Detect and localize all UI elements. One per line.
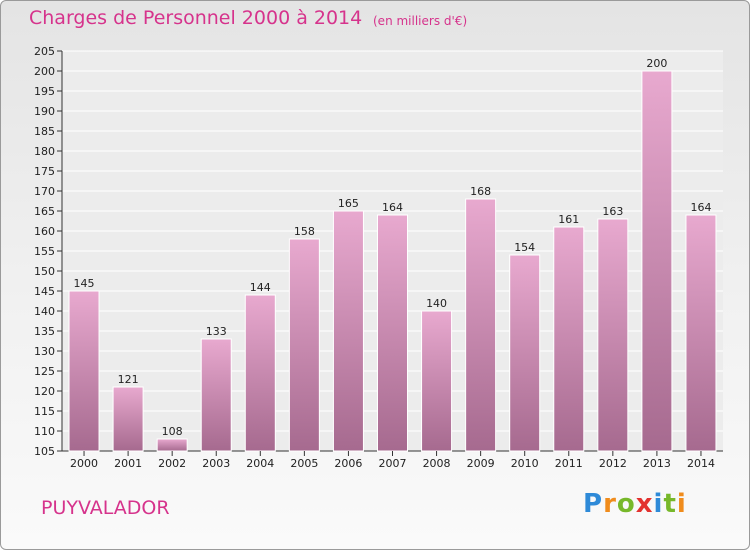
bar-value-label: 154 bbox=[514, 241, 535, 254]
y-tick-label: 170 bbox=[34, 185, 55, 198]
y-tick-label: 145 bbox=[34, 285, 55, 298]
x-tick-label: 2013 bbox=[643, 457, 671, 470]
bar bbox=[244, 294, 276, 452]
bar bbox=[156, 438, 188, 452]
x-tick-label: 2002 bbox=[158, 457, 186, 470]
bar-value-label: 165 bbox=[338, 197, 359, 210]
chart-subtitle: (en milliers d'€) bbox=[373, 14, 468, 28]
x-tick-label: 2001 bbox=[114, 457, 142, 470]
y-tick-label: 150 bbox=[34, 265, 55, 278]
bar-value-label: 161 bbox=[558, 213, 579, 226]
logo-letter: x bbox=[635, 489, 654, 519]
bar bbox=[465, 198, 497, 452]
logo-letter: i bbox=[676, 489, 687, 519]
bar bbox=[68, 290, 100, 452]
x-tick-label: 2012 bbox=[599, 457, 627, 470]
y-tick-label: 200 bbox=[34, 65, 55, 78]
chart-title: Charges de Personnel 2000 à 2014 bbox=[29, 7, 363, 29]
bar-value-label: 133 bbox=[206, 325, 227, 338]
logo-letter: t bbox=[663, 489, 677, 519]
bar bbox=[332, 210, 364, 452]
proxiti-logo: Proxiti bbox=[583, 489, 687, 519]
y-tick-label: 190 bbox=[34, 105, 55, 118]
bar-value-label: 108 bbox=[162, 425, 183, 438]
x-tick-label: 2008 bbox=[423, 457, 451, 470]
logo-letter: P bbox=[583, 489, 604, 519]
bar bbox=[377, 214, 408, 452]
y-tick-label: 180 bbox=[34, 145, 55, 158]
y-tick-label: 140 bbox=[34, 305, 55, 318]
y-tick-label: 115 bbox=[34, 405, 55, 418]
y-tick-label: 130 bbox=[34, 345, 55, 358]
y-tick-label: 155 bbox=[34, 245, 55, 258]
logo-letter: r bbox=[603, 489, 617, 519]
bar bbox=[112, 386, 144, 452]
x-tick-label: 2005 bbox=[290, 457, 318, 470]
bar-value-label: 163 bbox=[602, 205, 623, 218]
y-tick-label: 110 bbox=[34, 425, 55, 438]
y-tick-label: 105 bbox=[34, 445, 55, 458]
logo-letter: i bbox=[653, 489, 664, 519]
y-tick-label: 175 bbox=[34, 165, 55, 178]
bar-value-label: 158 bbox=[294, 225, 315, 238]
y-tick-label: 160 bbox=[34, 225, 55, 238]
x-tick-label: 2009 bbox=[467, 457, 495, 470]
y-tick-label: 185 bbox=[34, 125, 55, 138]
y-tick-label: 165 bbox=[34, 205, 55, 218]
commune-name: PUYVALADOR bbox=[41, 497, 170, 519]
logo-letter: o bbox=[616, 489, 636, 519]
bar bbox=[509, 254, 541, 452]
bar bbox=[200, 338, 232, 452]
bar-value-label: 140 bbox=[426, 297, 447, 310]
y-tick-label: 120 bbox=[34, 385, 55, 398]
bar-value-label: 168 bbox=[470, 185, 491, 198]
bar bbox=[685, 214, 717, 452]
x-tick-label: 2014 bbox=[687, 457, 715, 470]
y-tick-label: 195 bbox=[34, 85, 55, 98]
bar bbox=[288, 238, 320, 452]
x-tick-label: 2011 bbox=[555, 457, 583, 470]
x-tick-label: 2006 bbox=[334, 457, 362, 470]
bar-value-label: 144 bbox=[250, 281, 271, 294]
bar bbox=[641, 70, 673, 452]
bar-value-label: 164 bbox=[382, 201, 403, 214]
y-tick-label: 135 bbox=[34, 325, 55, 338]
bar-value-label: 121 bbox=[118, 373, 139, 386]
bar-value-label: 164 bbox=[690, 201, 711, 214]
y-tick-label: 125 bbox=[34, 365, 55, 378]
x-tick-label: 2003 bbox=[202, 457, 230, 470]
x-tick-label: 2010 bbox=[511, 457, 539, 470]
bar bbox=[597, 218, 629, 452]
bar-value-label: 200 bbox=[646, 57, 667, 70]
x-tick-label: 2004 bbox=[246, 457, 274, 470]
bar-value-label: 145 bbox=[74, 277, 95, 290]
y-tick-label: 205 bbox=[34, 45, 55, 58]
bar bbox=[553, 226, 585, 452]
bar bbox=[421, 310, 453, 452]
x-tick-label: 2007 bbox=[379, 457, 407, 470]
x-tick-label: 2000 bbox=[70, 457, 98, 470]
